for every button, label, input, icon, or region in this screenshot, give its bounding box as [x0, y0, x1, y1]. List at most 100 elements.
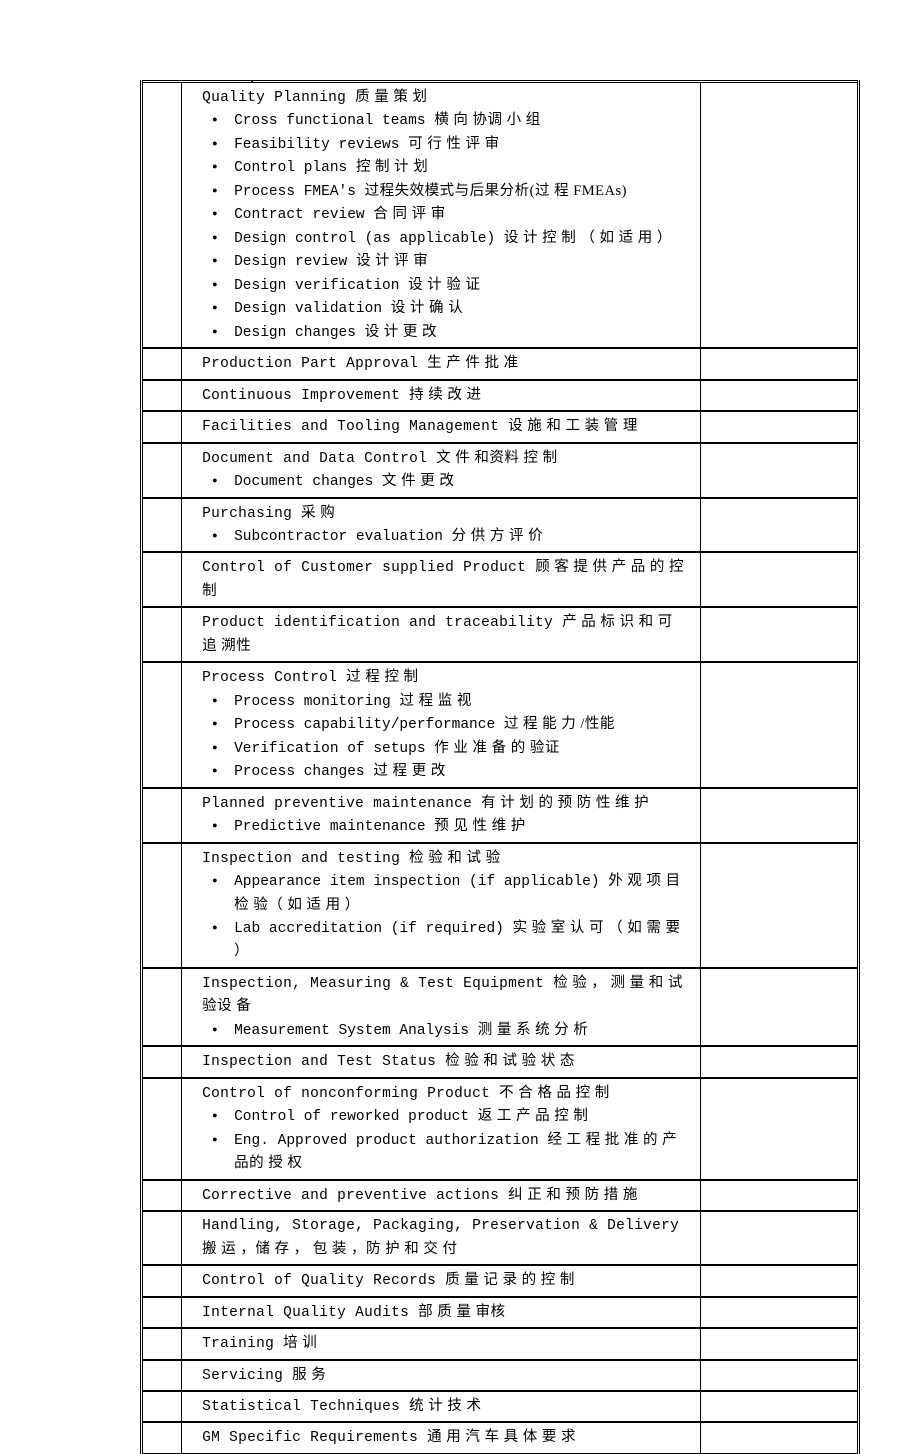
left-spacer-cell — [143, 789, 182, 842]
bullet-en: Control of reworked product — [234, 1109, 469, 1125]
left-spacer-cell — [143, 1266, 182, 1295]
section-heading: Facilities and Tooling Management 设 施 和 … — [202, 415, 692, 438]
right-spacer-cell — [701, 499, 857, 552]
section-heading: Control of nonconforming Product 不 合 格 品… — [202, 1082, 692, 1105]
bullet-item: Verification of setups 作 业 准 备 的 验证 — [210, 737, 692, 760]
right-spacer-cell — [701, 969, 857, 1045]
bullet-item: Process capability/performance 过 程 能 力 /… — [210, 713, 692, 736]
table-row: Process Control 过 程 控 制Process monitorin… — [143, 662, 857, 787]
bullet-cn: 作 业 准 备 的 验证 — [434, 740, 560, 756]
bullet-en: Process monitoring — [234, 694, 391, 710]
bullet-cn: 设 计 更 改 — [365, 324, 437, 340]
right-spacer-cell — [701, 1298, 857, 1327]
heading-en: Control of nonconforming Product — [202, 1086, 490, 1102]
bullet-item: Appearance item inspection (if applicabl… — [210, 870, 692, 917]
left-spacer-cell — [143, 444, 182, 497]
bullet-en: Feasibility reviews — [234, 137, 399, 153]
bullet-en: Design control (as applicable) — [234, 231, 495, 247]
bullet-item: Design control (as applicable) 设 计 控 制 （… — [210, 227, 692, 250]
section-heading: Control of Quality Records 质 量 记 录 的 控 制 — [202, 1269, 692, 1292]
left-spacer-cell — [143, 969, 182, 1045]
bullet-en: Cross functional teams — [234, 113, 425, 129]
bullet-en: Design changes — [234, 325, 356, 341]
table-row: Quality Planning 质 量 策 划Cross functional… — [143, 80, 857, 348]
content-cell: Inspection, Measuring & Test Equipment 检… — [182, 969, 701, 1045]
left-spacer-cell — [143, 1361, 182, 1390]
bullet-item: Design verification 设 计 验 证 — [210, 274, 692, 297]
section-heading: Planned preventive maintenance 有 计 划 的 预… — [202, 792, 692, 815]
heading-cn: 不 合 格 品 控 制 — [499, 1085, 610, 1101]
bullet-cn: 横 向 协调 小 组 — [434, 112, 541, 128]
content-cell: Planned preventive maintenance 有 计 划 的 预… — [182, 789, 701, 842]
right-spacer-cell — [701, 1329, 857, 1358]
right-spacer-cell — [701, 1361, 857, 1390]
bullet-cn: 过 程 更 改 — [373, 763, 445, 779]
content-cell: Product identification and traceability … — [182, 608, 701, 661]
heading-cn: 质 量 策 划 — [355, 89, 427, 105]
bullet-en: Verification of setups — [234, 741, 425, 757]
heading-en: Internal Quality Audits — [202, 1305, 409, 1321]
section-heading: Continuous Improvement 持 续 改 进 — [202, 384, 692, 407]
left-spacer-cell — [143, 83, 182, 347]
left-spacer-cell — [143, 844, 182, 967]
right-spacer-cell — [701, 663, 857, 786]
bullet-en: Design review — [234, 254, 347, 270]
heading-cn: 搬 运 ，储 存 ， 包 装 ，防 护 和 交 付 — [202, 1241, 457, 1257]
bullet-item: Feasibility reviews 可 行 性 评 审 — [210, 133, 692, 156]
table-row: Inspection and testing 检 验 和 试 验 Appearan… — [143, 843, 857, 968]
table-row: Training 培 训 — [143, 1328, 857, 1359]
right-spacer-cell — [701, 1079, 857, 1179]
section-heading: Production Part Approval 生 产 件 批 准 — [202, 352, 692, 375]
content-cell: Handling, Storage, Packaging, Preservati… — [182, 1212, 701, 1264]
section-heading: Purchasing 采 购 — [202, 502, 692, 525]
bullet-cn: 过 程 监 视 — [399, 693, 471, 709]
heading-en: Purchasing — [202, 506, 292, 522]
section-heading: Inspection and testing 检 验 和 试 验 — [202, 847, 692, 870]
table-row: GM Specific Requirements 通 用 汽 车 具 体 要 求 — [143, 1422, 857, 1453]
bullet-item: Lab accreditation (if required) 实 验 室 认 … — [210, 917, 692, 964]
right-spacer-cell — [701, 553, 857, 606]
heading-cn: 持 续 改 进 — [409, 387, 481, 403]
bullet-en: Appearance item inspection (if applicabl… — [234, 874, 599, 890]
bullet-item: Control of reworked product 返 工 产 品 控 制 — [210, 1105, 692, 1128]
bullet-en: Predictive maintenance — [234, 819, 425, 835]
left-spacer-cell — [143, 499, 182, 552]
table-row: Control of Quality Records 质 量 记 录 的 控 制 — [143, 1265, 857, 1296]
content-cell: Statistical Techniques 统 计 技 术 — [182, 1392, 701, 1421]
bullet-list: Control of reworked product 返 工 产 品 控 制E… — [202, 1105, 692, 1175]
heading-cn: 培 训 — [283, 1335, 317, 1351]
heading-en: Document and Data Control — [202, 451, 427, 467]
heading-en: Planned preventive maintenance — [202, 796, 472, 812]
table-row: Inspection and Test Status 检 验 和 试 验 状 态 — [143, 1046, 857, 1077]
section-heading: Inspection and Test Status 检 验 和 试 验 状 态 — [202, 1050, 692, 1073]
bullet-cn: 合 同 评 审 — [373, 206, 445, 222]
left-spacer-cell — [143, 1392, 182, 1421]
bullet-item: Design validation 设 计 确 认 — [210, 297, 692, 320]
bullet-list: Predictive maintenance 预 见 性 维 护 — [202, 815, 692, 838]
table-row: Facilities and Tooling Management 设 施 和 … — [143, 411, 857, 442]
heading-en: Corrective and preventive actions — [202, 1188, 499, 1204]
bullet-en: Measurement System Analysis — [234, 1023, 469, 1039]
bullet-item: Process monitoring 过 程 监 视 — [210, 690, 692, 713]
table-row: Handling, Storage, Packaging, Preservati… — [143, 1211, 857, 1265]
heading-en: Product identification and traceability — [202, 615, 553, 631]
bullet-cn: 设 计 控 制 （ 如 适 用 ） — [504, 230, 672, 246]
table-row: Purchasing 采 购Subcontractor evaluation 分… — [143, 498, 857, 553]
heading-cn: 文 件 和资料 控 制 — [436, 450, 558, 466]
bullet-en: Process changes — [234, 764, 365, 780]
bullet-en: Control plans — [234, 160, 347, 176]
heading-cn: 服 务 — [292, 1367, 326, 1383]
right-spacer-cell — [701, 1423, 857, 1452]
table-row: Production Part Approval 生 产 件 批 准 — [143, 348, 857, 379]
right-spacer-cell — [701, 444, 857, 497]
content-cell: Continuous Improvement 持 续 改 进 — [182, 381, 701, 410]
bullet-cn: 分 供 方 评 价 — [452, 528, 544, 544]
content-cell: Inspection and Test Status 检 验 和 试 验 状 态 — [182, 1047, 701, 1076]
section-heading: GM Specific Requirements 通 用 汽 车 具 体 要 求 — [202, 1426, 692, 1449]
table-row: Document and Data Control 文 件 和资料 控 制Doc… — [143, 443, 857, 498]
bullet-item: Subcontractor evaluation 分 供 方 评 价 — [210, 525, 692, 548]
heading-en: Control of Customer supplied Product — [202, 560, 526, 576]
heading-cn: 检 验 和 试 验 状 态 — [445, 1053, 575, 1069]
section-heading: Inspection, Measuring & Test Equipment 检… — [202, 972, 692, 1019]
bullet-item: Predictive maintenance 预 见 性 维 护 — [210, 815, 692, 838]
